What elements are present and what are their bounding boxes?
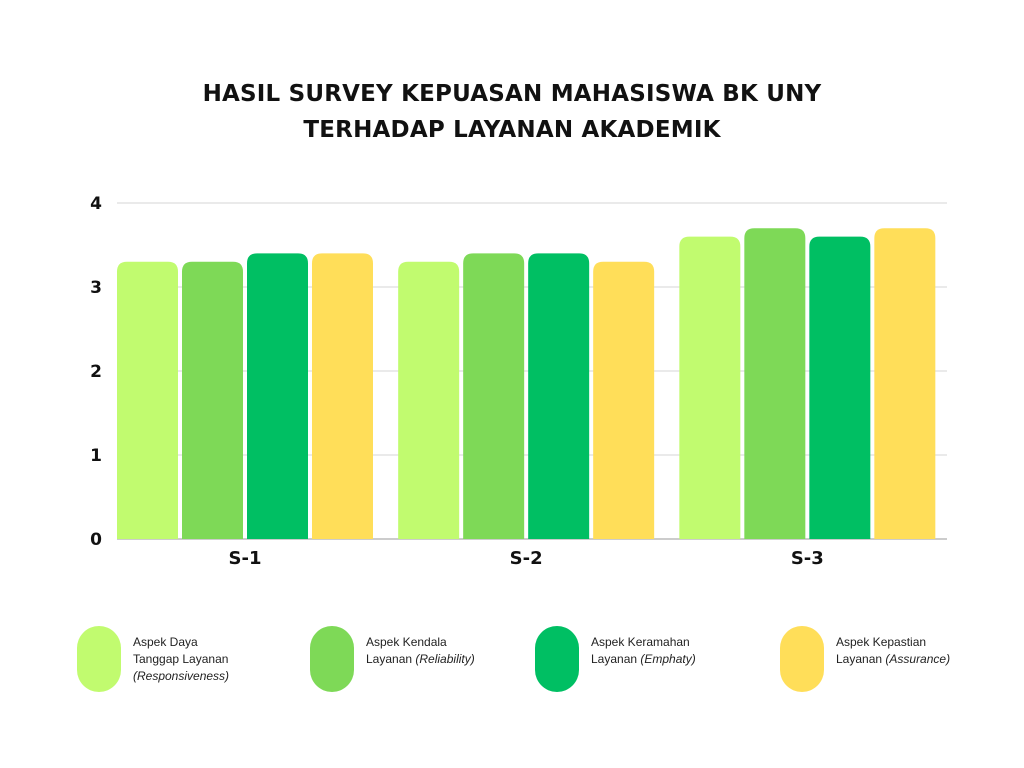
legend-swatch-assurance [780, 626, 824, 692]
legend-label-line: Aspek Keramahan [591, 635, 690, 649]
legend-label-responsiveness: Aspek Daya Tanggap Layanan (Responsivene… [133, 634, 303, 685]
legend-swatch-emphaty [535, 626, 579, 692]
bar [463, 253, 525, 539]
legend-swatch-responsiveness [77, 626, 121, 692]
legend-label-italic: (Responsiveness) [133, 669, 230, 683]
legend-swatch-reliability [310, 626, 354, 692]
bar [593, 261, 655, 539]
legend-label-emphaty: Aspek Keramahan Layanan (Emphaty) [591, 634, 761, 668]
legend-label-italic: (Emphaty) [640, 652, 696, 666]
bar [874, 228, 936, 539]
legend: Aspek Daya Tanggap Layanan (Responsivene… [0, 626, 1024, 696]
legend-label-italic: (Assurance) [885, 652, 951, 666]
bar [809, 236, 871, 539]
legend-label-prefix: Layanan [366, 652, 416, 666]
bar [679, 236, 741, 539]
legend-label-line: Aspek Kepastian [836, 635, 927, 649]
legend-label-prefix: Layanan [591, 652, 641, 666]
bar [247, 253, 308, 539]
legend-label-reliability: Aspek Kendala Layanan (Reliability) [366, 634, 536, 668]
x-category-label: S-3 [791, 548, 824, 569]
y-tick-label: 1 [90, 446, 102, 466]
y-tick-label: 4 [90, 194, 102, 214]
legend-label-assurance: Aspek Kepastian Layanan (Assurance) [836, 634, 1006, 668]
legend-label-line: Aspek Kendala [366, 635, 447, 649]
bar [744, 228, 806, 539]
chart-title-line-2: TERHADAP LAYANAN AKADEMIK [303, 117, 721, 143]
x-category-label: S-1 [229, 548, 262, 569]
y-tick-label: 0 [90, 530, 102, 550]
legend-label-line: Tanggap Layanan [133, 652, 229, 666]
legend-label-italic: (Reliability) [415, 652, 475, 666]
chart-title-line-1: HASIL SURVEY KEPUASAN MAHASISWA BK UNY [202, 81, 822, 107]
chart-title: HASIL SURVEY KEPUASAN MAHASISWA BK UNY T… [0, 76, 1024, 148]
bar [312, 253, 373, 539]
y-tick-label: 2 [90, 362, 102, 382]
bar [117, 261, 178, 539]
y-tick-label: 3 [90, 278, 102, 298]
legend-label-prefix: Layanan [836, 652, 886, 666]
x-category-label: S-2 [510, 548, 543, 569]
bar [398, 261, 460, 539]
bar [182, 261, 243, 539]
bar-chart: 0 1 2 3 4 S-1 S-2 S-3 [90, 194, 947, 569]
bar [528, 253, 590, 539]
legend-label-line: Aspek Daya [133, 635, 198, 649]
